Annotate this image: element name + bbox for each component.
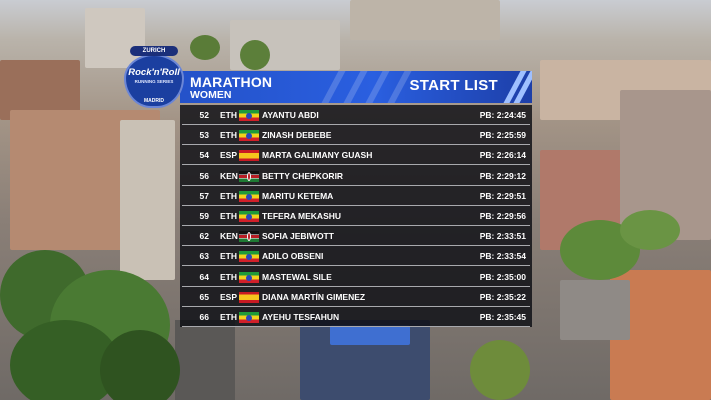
bib-number: 56 — [199, 170, 209, 181]
nation-code: ESP — [220, 291, 238, 302]
athlete-row: 52 ETH AYANTU ABDI PB: 2:24:45 — [180, 105, 532, 125]
ethiopia-flag-icon — [239, 312, 259, 323]
athlete-name: MARITU KETEMA — [262, 190, 334, 201]
logo-shield — [124, 54, 184, 108]
personal-best: PB: 2:33:51 — [479, 231, 526, 242]
row-divider — [182, 124, 530, 125]
athlete-row: 53 ETH ZINASH DEBEBE PB: 2:25:59 — [180, 125, 532, 146]
row-divider — [182, 164, 530, 166]
nation-code: ETH — [220, 211, 237, 221]
row-divider — [182, 326, 530, 327]
personal-best: PB: 2:35:00 — [479, 271, 526, 282]
ethiopia-flag-icon — [239, 190, 259, 202]
nation-code: ETH — [220, 271, 237, 282]
bib-number: 66 — [199, 312, 209, 322]
logo-city: MADRID — [144, 98, 164, 104]
row-divider — [182, 265, 530, 267]
athlete-name: AYANTU ABDI — [262, 110, 319, 120]
start-list-table: 52 ETH AYANTU ABDI PB: 2:24:45 53 ETH ZINASH D… — [180, 105, 532, 327]
nation-code: ETH — [220, 312, 237, 322]
athlete-name: DIANA MARTÍN GIMENEZ — [262, 291, 366, 302]
personal-best: PB: 2:33:54 — [479, 251, 526, 262]
race-category: WOMEN — [190, 89, 232, 101]
athlete-row: 62 KEN SOFIA JEBIWOTT PB: 2:33:51 — [180, 226, 532, 247]
list-label: START LIST — [409, 77, 498, 94]
nation-code: ESP — [220, 150, 238, 161]
athlete-row: 64 ETH MASTEWAL SILE PB: 2:35:00 — [180, 267, 532, 287]
nation-code: ETH — [220, 251, 237, 262]
bib-number: 63 — [199, 251, 209, 262]
bib-number: 53 — [199, 130, 209, 141]
athlete-name: TEFERA MEKASHU — [262, 211, 342, 221]
bib-number: 62 — [199, 231, 209, 242]
ethiopia-flag-icon — [239, 211, 259, 222]
athlete-name: MARTA GALIMANY GUASH — [262, 150, 373, 161]
bib-number: 64 — [199, 271, 209, 282]
bib-number: 52 — [199, 110, 209, 120]
row-divider — [182, 144, 530, 146]
kenya-flag-icon — [239, 170, 259, 182]
athlete-row: 63 ETH ADILO OBSENI PB: 2:33:54 — [180, 246, 532, 267]
row-divider — [182, 305, 530, 307]
athlete-row: 66 ETH AYEHU TESFAHUN PB: 2:35:45 — [180, 307, 532, 327]
athlete-name: SOFIA JEBIWOTT — [262, 231, 334, 242]
personal-best: PB: 2:29:51 — [479, 190, 526, 201]
nation-code: KEN — [220, 170, 238, 181]
event-logo: ZURICH Rock'n'Roll RUNNING SERIES MADRID — [124, 46, 184, 110]
logo-series: RUNNING SERIES — [134, 79, 174, 84]
athlete-name: ADILO OBSENI — [262, 251, 324, 262]
athlete-row: 54 ESP MARTA GALIMANY GUASH PB: 2:26:14 — [180, 145, 532, 166]
ethiopia-flag-icon — [239, 271, 259, 283]
nation-code: ETH — [220, 190, 237, 201]
nation-code: KEN — [220, 231, 238, 242]
nation-code: ETH — [220, 110, 237, 120]
personal-best: PB: 2:29:12 — [479, 170, 526, 181]
ethiopia-flag-icon — [239, 251, 259, 263]
bib-number: 54 — [199, 150, 209, 161]
personal-best: PB: 2:35:45 — [479, 312, 526, 322]
bib-number: 57 — [199, 190, 209, 201]
kenya-flag-icon — [239, 231, 259, 243]
spain-flag-icon — [239, 150, 259, 162]
personal-best: PB: 2:24:45 — [479, 110, 526, 120]
bib-number: 65 — [199, 291, 209, 302]
row-divider — [182, 204, 530, 206]
bib-number: 59 — [199, 211, 209, 221]
athlete-row: 65 ESP DIANA MARTÍN GIMENEZ PB: 2:35:22 — [180, 287, 532, 307]
athlete-row: 57 ETH MARITU KETEMA PB: 2:29:51 — [180, 186, 532, 206]
athlete-row: 59 ETH TEFERA MEKASHU PB: 2:29:56 — [180, 206, 532, 226]
athlete-row: 56 KEN BETTY CHEPKORIR PB: 2:29:12 — [180, 166, 532, 186]
personal-best: PB: 2:29:56 — [479, 211, 526, 221]
ethiopia-flag-icon — [239, 130, 259, 142]
row-divider — [182, 184, 530, 186]
personal-best: PB: 2:26:14 — [479, 150, 526, 161]
spain-flag-icon — [239, 291, 259, 303]
nation-code: ETH — [220, 130, 237, 141]
start-list-header: MARATHON WOMEN START LIST — [180, 71, 532, 103]
personal-best: PB: 2:35:22 — [479, 291, 526, 302]
athlete-name: AYEHU TESFAHUN — [262, 312, 340, 322]
row-divider — [182, 245, 530, 247]
logo-sponsor: ZURICH — [130, 46, 178, 56]
ethiopia-flag-icon — [239, 110, 259, 121]
athlete-name: BETTY CHEPKORIR — [262, 170, 344, 181]
logo-brand: Rock'n'Roll — [128, 67, 180, 78]
athlete-name: MASTEWAL SILE — [262, 271, 332, 282]
personal-best: PB: 2:25:59 — [479, 130, 526, 141]
row-divider — [182, 225, 530, 226]
row-divider — [182, 285, 530, 287]
athlete-name: ZINASH DEBEBE — [262, 130, 332, 141]
race-title: MARATHON — [190, 74, 273, 90]
